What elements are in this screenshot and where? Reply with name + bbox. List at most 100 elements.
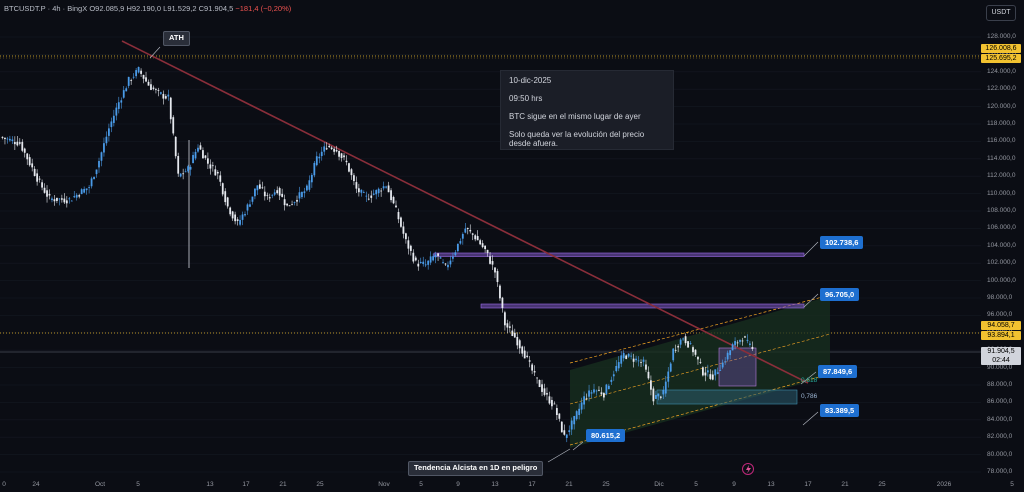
candle-body (479, 240, 482, 245)
candle-body (150, 84, 152, 90)
candle-body (385, 186, 387, 188)
y-tick-label: 116.000,0 (987, 137, 1016, 145)
candle-body (526, 355, 529, 357)
candle-body (137, 66, 140, 73)
candle-body (593, 389, 595, 393)
candle-body (164, 96, 167, 99)
candle-body (751, 346, 754, 349)
candle-body (375, 190, 378, 195)
candle-body (674, 349, 677, 351)
symbol-name[interactable]: BTCUSDT.P · 4h · BingX (4, 4, 88, 13)
candle-body (706, 370, 709, 373)
x-tick-label: 21 (279, 481, 287, 488)
candle-body (699, 361, 702, 363)
note-box[interactable]: 10-dic-2025 09:50 hrs BTC sigue en el mi… (500, 70, 674, 150)
note-line-1: BTC sigue en el mismo lugar de ayer (509, 112, 641, 121)
candle-body (236, 219, 239, 221)
candle-body (506, 323, 509, 328)
candle-body (694, 349, 697, 355)
x-tick-label: 0 (2, 481, 6, 488)
x-tick-label: 17 (804, 481, 812, 488)
candle-body (452, 256, 454, 259)
candle-body (179, 173, 182, 177)
candle-body (422, 261, 425, 265)
candle-body (640, 362, 642, 363)
candle-body (43, 187, 46, 193)
candle-body (271, 194, 274, 196)
x-tick-label: 21 (841, 481, 849, 488)
candle-body (692, 347, 694, 353)
candle-body (152, 87, 155, 89)
label-80k[interactable]: 80.615,2 (586, 429, 626, 442)
candle-body (600, 392, 603, 395)
candle-body (560, 421, 563, 433)
candle-body (635, 358, 637, 361)
y-tick-label: 102.000,0 (987, 259, 1016, 267)
x-tick-label: 9 (732, 481, 736, 488)
candle-body (749, 343, 751, 345)
candle-body (169, 97, 172, 120)
low-value: L91.529,2 (163, 4, 197, 13)
candle-body (719, 370, 722, 371)
candle-body (288, 205, 291, 207)
y-tick-label: 114.000,0 (987, 154, 1016, 162)
y-tick-label: 112.000,0 (987, 172, 1016, 180)
y-tick-label: 100.000,0 (987, 276, 1016, 284)
candle-body (48, 193, 51, 196)
candle-body (620, 355, 623, 364)
candle-body (325, 148, 328, 150)
candle-body (518, 340, 521, 349)
candle-body (588, 390, 590, 397)
currency-button[interactable]: USDT (986, 5, 1016, 21)
resistance-zone-102k (433, 252, 805, 257)
candle-body (499, 285, 501, 299)
candle-body (58, 198, 61, 200)
candle-body (543, 388, 546, 395)
candle-body (501, 297, 504, 309)
candle-body (88, 187, 90, 188)
candle-body (313, 162, 316, 176)
candle-body (234, 214, 237, 222)
candle-body (598, 389, 600, 391)
candle-body (78, 195, 81, 197)
candle-body (726, 352, 729, 360)
candle-body (28, 157, 31, 166)
y-tick-label: 78.000,0 (987, 468, 1013, 475)
candle-body (95, 169, 98, 175)
candle-body (669, 363, 672, 372)
candle-body (226, 197, 229, 207)
candle-body (9, 138, 11, 141)
lightning-icon[interactable] (742, 463, 754, 475)
x-tick-label: 9 (456, 481, 460, 488)
label-87k[interactable]: 87.849,6 (818, 365, 858, 378)
candle-body (657, 393, 660, 397)
candle-body (355, 182, 358, 189)
candle-body (471, 233, 474, 235)
candle-body (132, 76, 135, 78)
x-tick-label: Oct (94, 481, 106, 488)
candle-body (298, 192, 301, 199)
x-tick-label: 21 (565, 481, 573, 488)
candle-body (702, 367, 704, 376)
candle-body (310, 174, 313, 183)
candle-body (397, 212, 400, 220)
candle-body (729, 350, 732, 356)
high-value: H92.190,0 (126, 4, 162, 13)
candle-body (103, 143, 105, 153)
candle-body (672, 348, 675, 361)
candle-body (258, 184, 261, 189)
candle-body (60, 198, 63, 200)
candle-body (684, 336, 687, 344)
candle-body (184, 171, 187, 173)
ath-label[interactable]: ATH (163, 31, 190, 46)
trend-warning-label[interactable]: Tendencia Alcista en 1D en peligro (408, 461, 544, 476)
label-83k[interactable]: 83.389,5 (820, 404, 860, 417)
label-96k[interactable]: 96.705,0 (820, 288, 860, 301)
candle-body (207, 158, 209, 164)
candle-body (630, 355, 633, 357)
candle-body (716, 372, 719, 374)
candle-body (204, 155, 207, 158)
label-102k[interactable]: 102.738,6 (820, 236, 864, 249)
candle-body (434, 254, 437, 258)
